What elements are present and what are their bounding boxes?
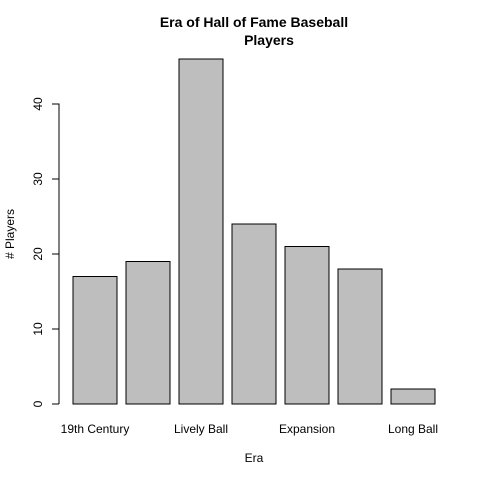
y-tick-label: 30 [31,172,45,186]
bar-long-ball [390,388,436,405]
x-tick-label: 19th Century [61,422,130,436]
x-tick-labels-group: 19th Century Lively Ball Expansion Long Bal… [61,422,438,436]
y-tick-label: 20 [31,247,45,261]
chart-title-line-2: Players [244,32,294,48]
bar-lively-ball [178,58,224,405]
bars-group [72,58,436,405]
x-tick-label: Lively Ball [174,422,228,436]
chart-title-line-1: Era of Hall of Fame Baseball [160,14,348,30]
x-tick-label: Expansion [279,422,335,436]
bar-dead-ball [125,261,171,405]
y-ticks-group: 0 10 20 30 40 [31,97,59,407]
bar-integration [231,223,277,405]
y-axis-label: # Players [3,209,17,259]
bar-19th-century [72,276,118,405]
bar-expansion [284,246,330,405]
x-axis-label: Era [245,451,264,465]
y-tick-label: 0 [31,400,45,407]
x-tick-label: Long Ball [388,422,438,436]
bar-free-agency [337,268,383,405]
y-tick-label: 10 [31,322,45,336]
y-tick-label: 40 [31,97,45,111]
